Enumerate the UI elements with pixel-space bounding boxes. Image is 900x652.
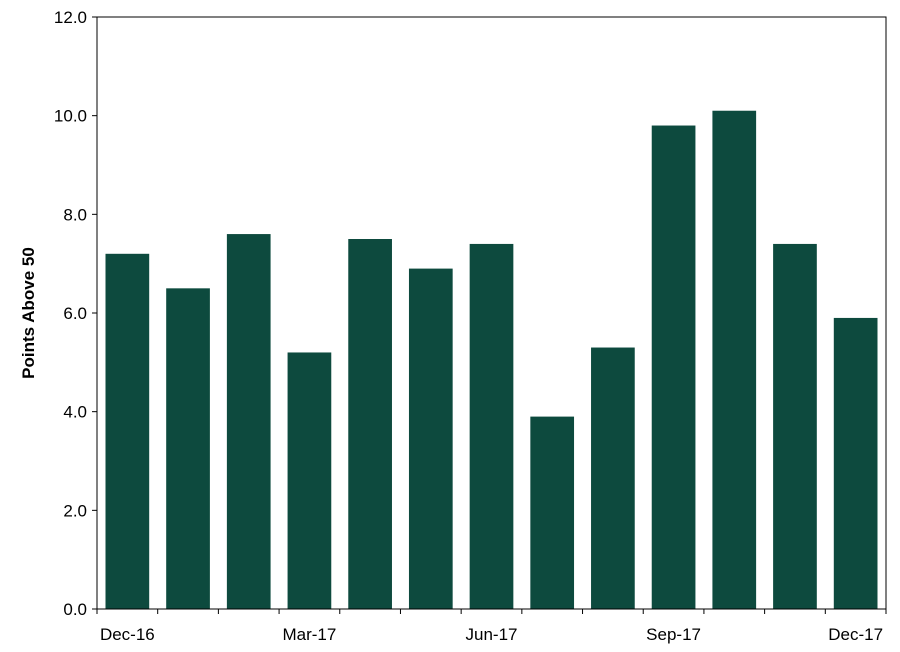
y-tick-label: 10.0 (54, 107, 87, 126)
labels-layer: 0.0 2.0 4.0 6.0 8.0 10.0 12.0 Dec-16 Mar-17 Jun-1… (54, 8, 883, 644)
x-tick-label: Dec-16 (100, 625, 155, 644)
x-tick-label: Dec-17 (828, 625, 883, 644)
bar-feb-17 (226, 234, 271, 609)
x-tick-label: Sep-17 (646, 625, 701, 644)
bar-oct-17 (712, 110, 757, 609)
x-tick-label: Jun-17 (466, 625, 518, 644)
bars-layer (105, 110, 878, 610)
y-tick-label: 0.0 (63, 600, 87, 619)
y-tick-label: 12.0 (54, 8, 87, 27)
bar-sep-17 (651, 125, 696, 609)
bar-mar-17 (287, 352, 332, 609)
axes-layer (92, 16, 887, 614)
bar-dec-16 (105, 253, 150, 610)
bar-nov-17 (773, 243, 817, 609)
y-tick-label: 8.0 (63, 205, 87, 224)
bar-jan-17 (166, 288, 210, 609)
bar-may-17 (408, 268, 453, 609)
y-tick-label: 6.0 (63, 304, 87, 323)
bar-jul-17 (530, 416, 575, 609)
x-tick-label: Mar-17 (282, 625, 336, 644)
y-tick-label: 2.0 (63, 501, 87, 520)
bar-aug-17 (591, 347, 635, 609)
bar-dec-17 (833, 317, 878, 609)
y-tick-label: 4.0 (63, 403, 87, 422)
bar-jun-17 (469, 243, 514, 609)
y-axis-title: Points Above 50 (19, 247, 38, 379)
bar-apr-17 (348, 239, 392, 609)
